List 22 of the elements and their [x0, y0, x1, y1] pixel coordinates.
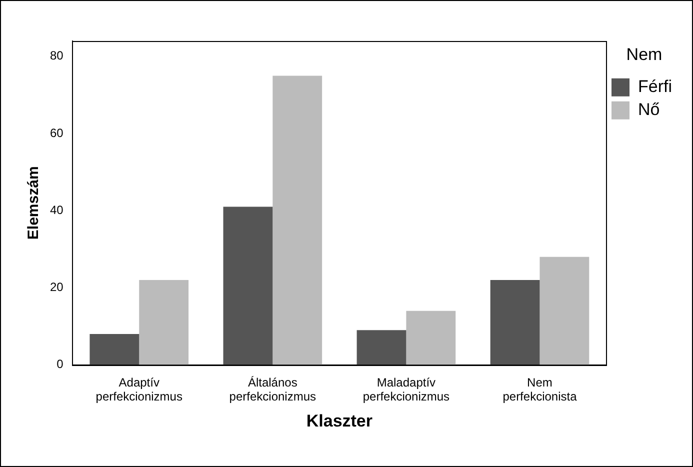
x-tick-label: Adaptív perfekcionizmus	[96, 375, 182, 404]
legend-title: Nem	[626, 45, 662, 64]
y-tick-label: 80	[50, 48, 64, 63]
bar	[490, 280, 540, 365]
y-axis-title: Elemszám	[25, 166, 42, 240]
y-tick-label: 0	[56, 357, 64, 372]
bar	[540, 256, 590, 365]
bar	[223, 206, 273, 365]
x-tick-label: Általános perfekcionizmus	[229, 375, 316, 404]
legend-label: Nő	[638, 100, 660, 120]
y-tick-label: 60	[50, 126, 64, 140]
x-tick-label: Maladaptív perfekcionizmus	[362, 375, 450, 404]
x-axis-title: Klaszter	[306, 411, 373, 430]
y-tick-label: 20	[50, 280, 64, 294]
bar	[356, 330, 406, 365]
legend-label: Férfi	[638, 77, 672, 96]
x-tick-label: Nem perfekcionista	[502, 375, 578, 404]
bar	[272, 76, 322, 365]
bar	[90, 334, 140, 365]
bar	[406, 310, 456, 365]
y-tick-label: 40	[50, 202, 64, 217]
bar	[139, 280, 189, 365]
